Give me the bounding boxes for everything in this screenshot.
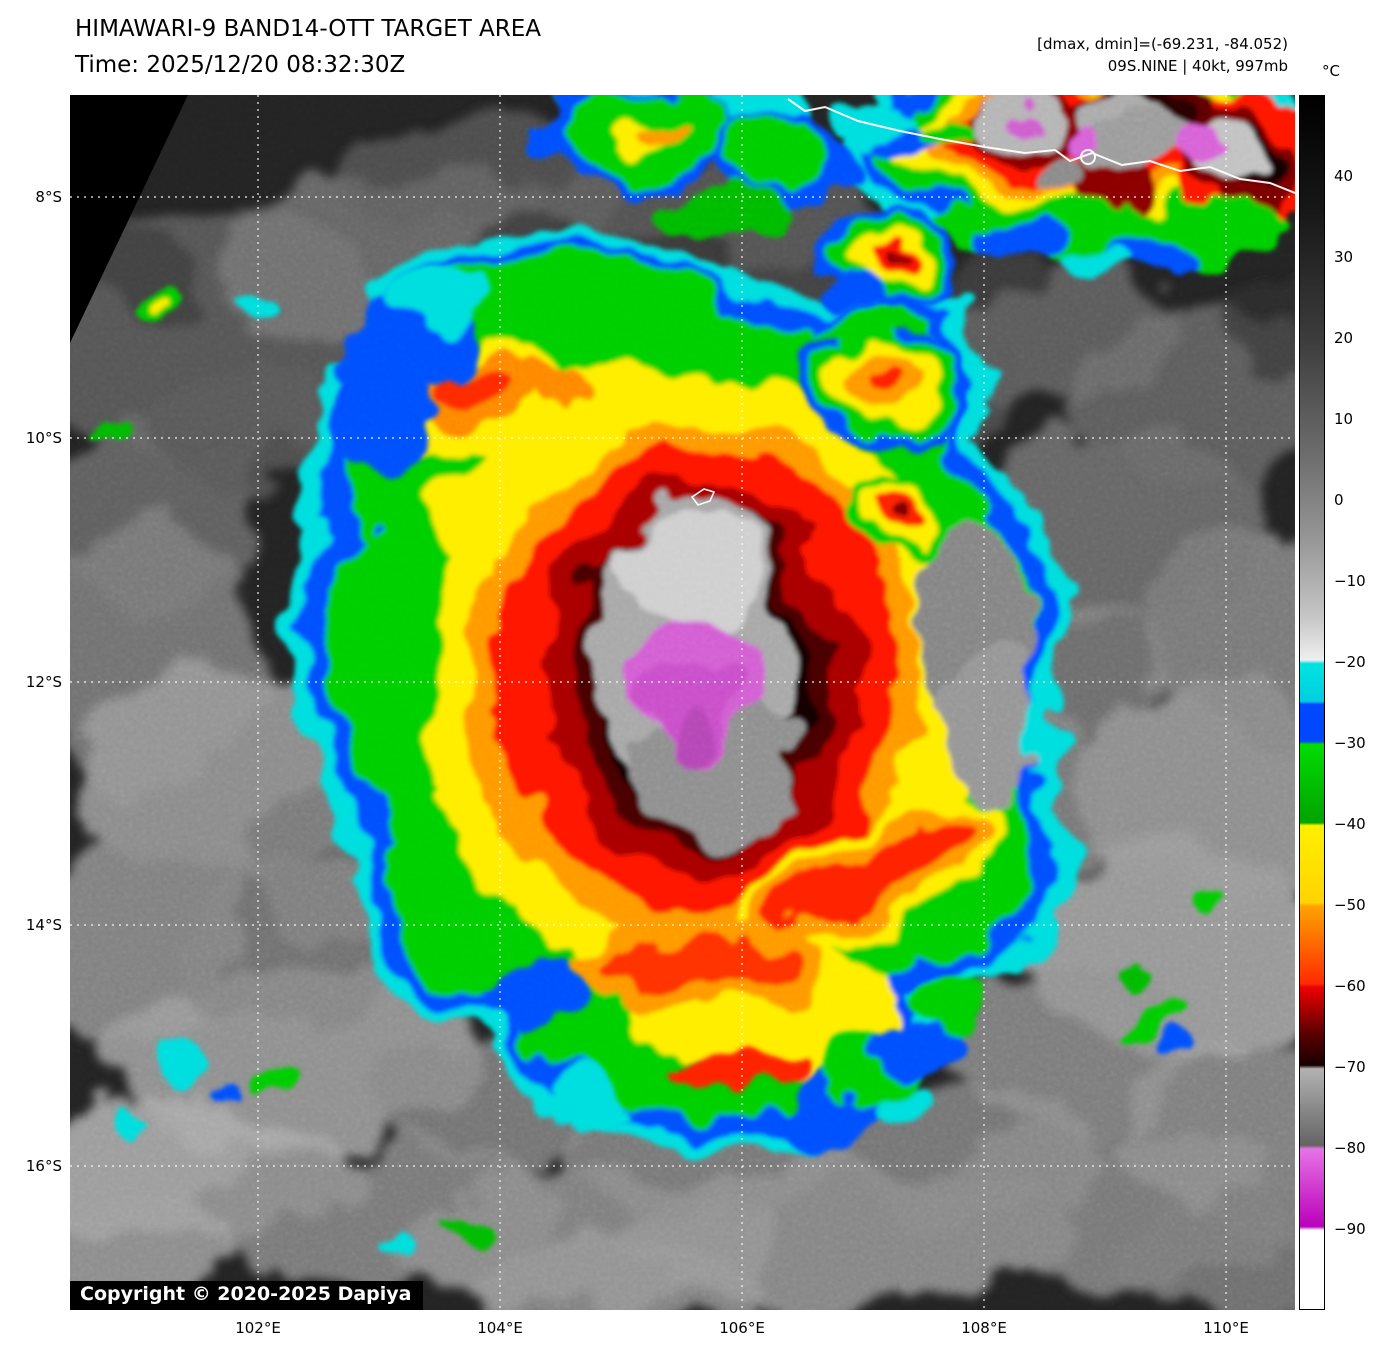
lon-label-110e: 110°E bbox=[1203, 1319, 1249, 1337]
colorbar-tick-40: 40 bbox=[1334, 167, 1354, 185]
lat-label-10s: 10°S bbox=[25, 429, 62, 447]
colorbar-tick-10: 10 bbox=[1334, 410, 1354, 428]
colorbar bbox=[1299, 95, 1325, 1310]
colorbar-tick-neg30: −30 bbox=[1334, 734, 1366, 752]
storm-readout: 09S.NINE | 40kt, 997mb bbox=[1107, 57, 1288, 75]
colorbar-tick-neg40: −40 bbox=[1334, 815, 1366, 833]
colorbar-tick-neg70: −70 bbox=[1334, 1058, 1366, 1076]
dmax-dmin-readout: [dmax, dmin]=(-69.231, -84.052) bbox=[1037, 35, 1288, 53]
grid-overlay bbox=[70, 95, 1295, 1310]
plot-title: HIMAWARI-9 BAND14-OTT TARGET AREA bbox=[75, 16, 542, 42]
colorbar-tick-neg50: −50 bbox=[1334, 896, 1366, 914]
satellite-imagery-svg bbox=[70, 95, 1295, 1310]
colorbar-tick-neg60: −60 bbox=[1334, 977, 1366, 995]
colorbar-unit-label: °C bbox=[1322, 62, 1340, 80]
colorbar-tick-0: 0 bbox=[1334, 491, 1344, 509]
copyright-label: Copyright © 2020-2025 Dapiya bbox=[70, 1281, 424, 1310]
lat-label-14s: 14°S bbox=[25, 916, 62, 934]
colorbar-tick-neg20: −20 bbox=[1334, 653, 1366, 671]
lon-label-106e: 106°E bbox=[719, 1319, 765, 1337]
colorbar-tick-neg90: −90 bbox=[1334, 1220, 1366, 1238]
colorbar-tick-neg10: −10 bbox=[1334, 572, 1366, 590]
grain-overlay bbox=[70, 95, 1295, 1310]
header-right: [dmax, dmin]=(-69.231, -84.052) 09S.NINE… bbox=[1037, 33, 1288, 77]
lon-label-104e: 104°E bbox=[477, 1319, 523, 1337]
lon-label-108e: 108°E bbox=[961, 1319, 1007, 1337]
plot-time: Time: 2025/12/20 08:32:30Z bbox=[75, 52, 406, 78]
lat-label-16s: 16°S bbox=[25, 1157, 62, 1175]
lon-label-102e: 102°E bbox=[235, 1319, 281, 1337]
satellite-map: Copyright © 2020-2025 Dapiya bbox=[70, 95, 1295, 1310]
colorbar-tick-30: 30 bbox=[1334, 248, 1354, 266]
lat-label-8s: 8°S bbox=[35, 188, 62, 206]
lat-label-12s: 12°S bbox=[25, 673, 62, 691]
colorbar-tick-neg80: −80 bbox=[1334, 1139, 1366, 1157]
colorbar-tick-20: 20 bbox=[1334, 329, 1354, 347]
